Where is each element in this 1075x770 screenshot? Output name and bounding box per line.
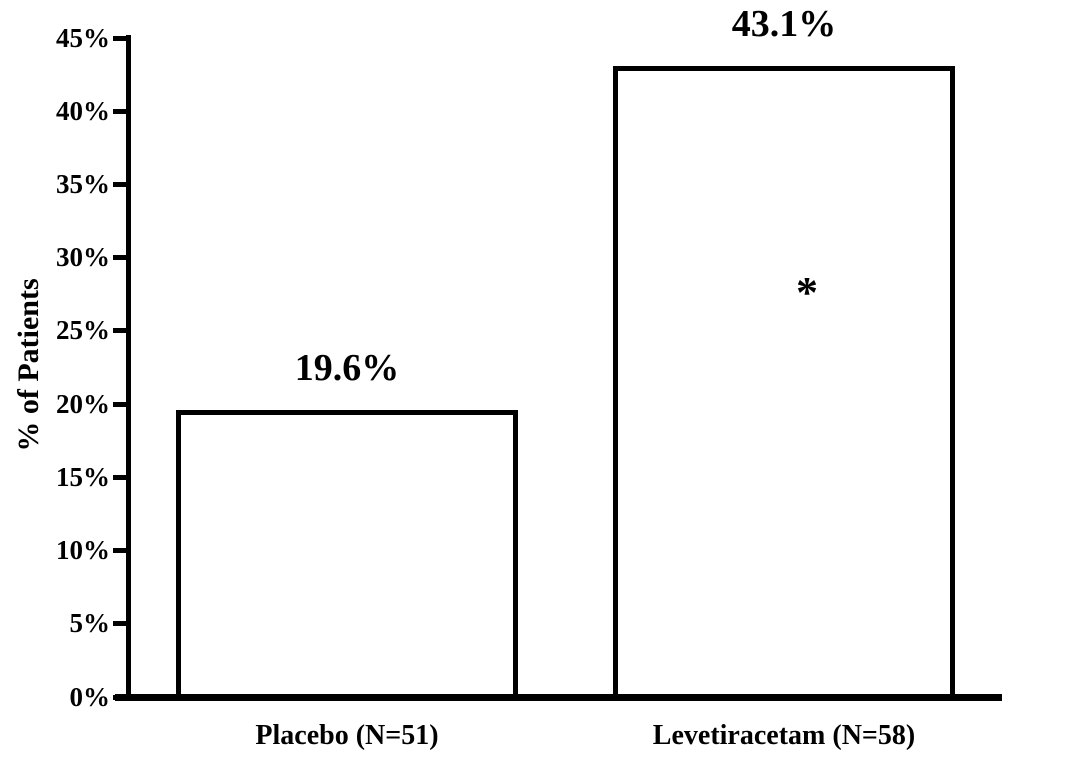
bar-placebo [176, 409, 518, 700]
y-tick-label: 25% [56, 315, 110, 346]
x-axis-category-label: Levetiracetam (N=58) [652, 720, 916, 751]
y-tick-label: 20% [56, 388, 110, 419]
y-tick-label: 0% [69, 681, 111, 712]
y-tick-mark [112, 621, 126, 627]
y-axis-line [125, 35, 131, 701]
y-tick-label: 35% [56, 168, 110, 199]
y-tick-label: 10% [56, 535, 110, 566]
y-tick-mark [112, 474, 126, 480]
x-axis-category-label: Placebo (N=51) [255, 720, 439, 751]
y-tick-label: 30% [56, 242, 110, 273]
significance-asterisk: * [796, 267, 818, 317]
y-tick-mark [112, 255, 126, 261]
y-tick-mark [112, 108, 126, 114]
bar-value-label: 19.6% [294, 346, 400, 389]
y-tick-mark [112, 181, 126, 187]
y-tick-label: 5% [69, 608, 111, 639]
x-axis-line [115, 693, 1002, 701]
y-tick-label: 45% [56, 22, 110, 53]
y-tick-mark [112, 401, 126, 407]
y-tick-mark [112, 328, 126, 334]
bar-levetiracetam [613, 65, 955, 700]
bar-value-label: 43.1% [731, 2, 837, 45]
y-tick-label: 15% [56, 461, 110, 492]
y-tick-mark [112, 35, 126, 41]
y-tick-mark [112, 548, 126, 554]
y-tick-label: 40% [56, 95, 110, 126]
